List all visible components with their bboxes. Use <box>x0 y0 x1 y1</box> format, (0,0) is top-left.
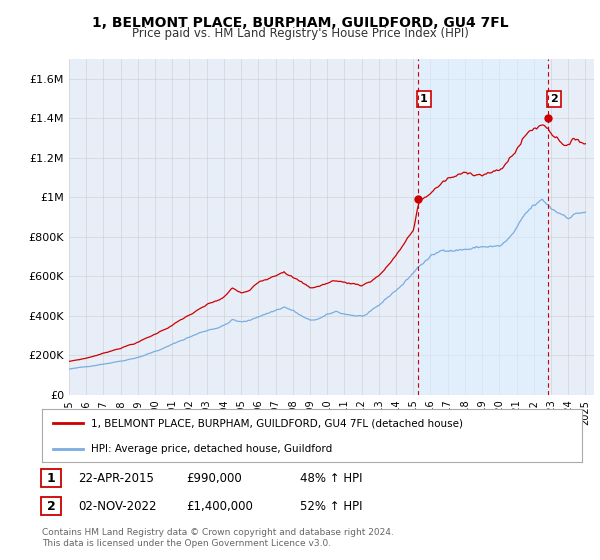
Text: 1: 1 <box>420 94 428 104</box>
Text: HPI: Average price, detached house, Guildford: HPI: Average price, detached house, Guil… <box>91 444 332 454</box>
Text: 1: 1 <box>47 472 55 486</box>
Text: £1,400,000: £1,400,000 <box>186 500 253 513</box>
Text: 22-APR-2015: 22-APR-2015 <box>78 472 154 486</box>
Text: Price paid vs. HM Land Registry's House Price Index (HPI): Price paid vs. HM Land Registry's House … <box>131 27 469 40</box>
Text: 2: 2 <box>47 500 55 513</box>
Text: 02-NOV-2022: 02-NOV-2022 <box>78 500 157 513</box>
Text: 52% ↑ HPI: 52% ↑ HPI <box>300 500 362 513</box>
Text: 1, BELMONT PLACE, BURPHAM, GUILDFORD, GU4 7FL: 1, BELMONT PLACE, BURPHAM, GUILDFORD, GU… <box>92 16 508 30</box>
Text: Contains HM Land Registry data © Crown copyright and database right 2024.
This d: Contains HM Land Registry data © Crown c… <box>42 528 394 548</box>
Text: 48% ↑ HPI: 48% ↑ HPI <box>300 472 362 486</box>
Text: £990,000: £990,000 <box>186 472 242 486</box>
Text: 1, BELMONT PLACE, BURPHAM, GUILDFORD, GU4 7FL (detached house): 1, BELMONT PLACE, BURPHAM, GUILDFORD, GU… <box>91 418 463 428</box>
Bar <box>418 59 548 395</box>
Text: 2: 2 <box>550 94 558 104</box>
